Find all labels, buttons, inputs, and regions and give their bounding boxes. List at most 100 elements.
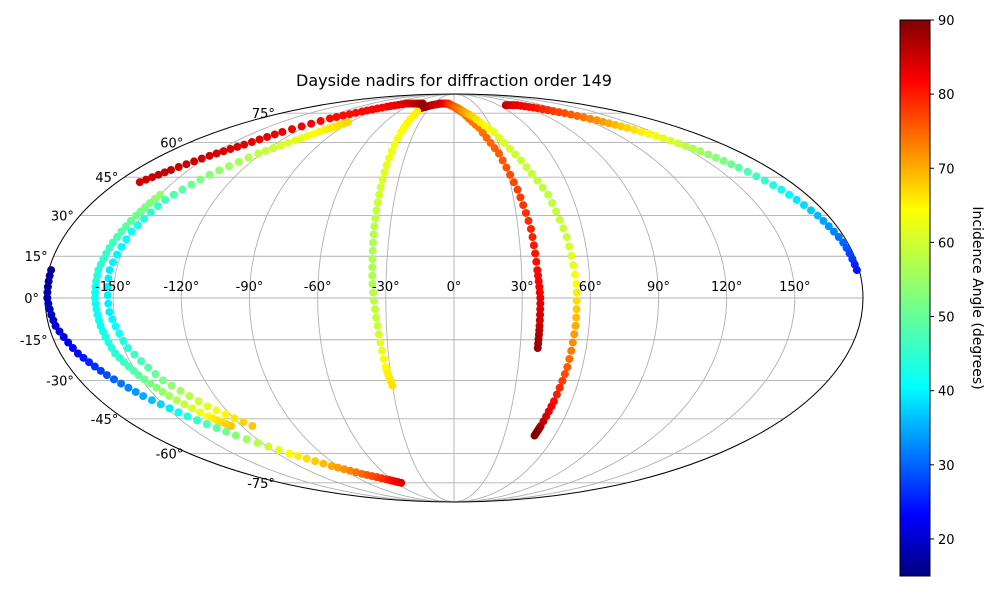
nadir-point [852,266,861,275]
nadir-point [785,190,794,199]
nadir-point [375,190,384,199]
nadir-point [517,156,526,165]
nadir-point [130,350,139,359]
nadir-point [373,321,382,330]
nadir-point [233,142,242,151]
nadir-point [834,233,843,242]
nadir-point [278,127,287,136]
nadir-point [418,99,427,108]
colorbar-gradient [899,19,931,577]
nadir-point [68,344,77,353]
nadir-point [103,291,112,300]
nadir-point [153,202,162,211]
nadir-point [111,322,120,331]
nadir-point [134,371,143,380]
nadir-point [813,211,822,220]
nadir-point [172,396,181,405]
nadir-point [96,366,105,375]
latitude-tick-label: 75° [252,107,275,122]
nadir-point [526,224,535,233]
scatter-points [43,99,861,487]
nadir-point [174,163,183,172]
nadir-point [205,151,214,160]
nadir-point [374,330,383,339]
nadir-point [156,400,165,409]
nadir-point [127,227,136,236]
nadir-point [90,362,99,371]
nadir-point [185,392,194,401]
nadir-point [519,201,528,210]
nadir-point [378,175,387,184]
latitude-tick-label: -60° [156,448,184,463]
colorbar-tick-label: 50 [938,311,955,326]
nadir-point [385,154,394,163]
nadir-point [528,233,537,242]
nadir-point [131,211,140,220]
latitude-tick-label: 0° [24,292,39,307]
nadir-point [327,462,336,471]
nadir-point [368,255,377,263]
nadir-point [769,181,778,190]
nadir-point [190,157,199,166]
nadir-point [552,207,561,216]
nadir-point [297,134,306,143]
nadir-point [242,435,251,444]
nadir-point [719,156,728,165]
nadir-point [500,138,509,147]
nadir-point [244,153,253,162]
nadir-point [760,176,769,185]
nadir-point [489,127,498,136]
nadir-point [112,250,121,259]
longitude-tick-label: 30° [511,280,534,295]
nadir-point [126,216,135,225]
nadir-point [333,463,342,472]
longitude-tick-label: 120° [711,280,742,295]
nadir-point [498,156,507,165]
nadir-point [572,305,581,314]
nadir-point [368,263,377,272]
nadir-point [147,396,156,405]
nadir-point [294,452,303,461]
nadir-point [212,406,221,415]
nadir-point [568,338,577,347]
nadir-point [167,165,176,174]
nadir-point [393,134,402,143]
nadir-point [202,420,211,429]
nadir-point [169,190,178,199]
nadir-point [372,206,381,215]
colorbar-tick-label: 90 [938,14,955,29]
nadir-point [734,163,743,172]
nadir-point [570,270,579,279]
nadir-point [566,110,575,119]
nadir-point [215,166,224,175]
longitude-tick-label: -120° [163,280,199,295]
colorbar-tick-label: 70 [938,162,955,177]
nadir-point [219,147,228,156]
nadir-point [376,338,385,347]
nadir-point [141,175,150,184]
nadir-point [572,280,581,289]
nadir-point [307,119,316,128]
nadir-point [182,160,191,169]
nadir-point [197,154,206,163]
nadir-point [792,195,801,204]
nadir-point [752,172,761,181]
nadir-point [122,222,131,231]
nadir-point [560,109,569,118]
nadir-point [263,132,272,141]
nadir-point [227,422,236,431]
longitude-tick-label: 90° [647,280,670,295]
nadir-point [538,183,547,192]
nadir-point [247,138,256,147]
nadir-point [269,144,278,153]
nadir-point [131,387,140,396]
nadir-point [637,127,646,136]
nadir-point [240,140,249,149]
nadir-point [544,190,553,199]
nadir-point [369,238,378,247]
nadir-point [108,315,117,324]
nadir-point [104,299,113,308]
nadir-point [139,392,148,401]
nadir-point [644,130,653,139]
chart-title: Dayside nadirs for diffraction order 149 [296,71,612,90]
